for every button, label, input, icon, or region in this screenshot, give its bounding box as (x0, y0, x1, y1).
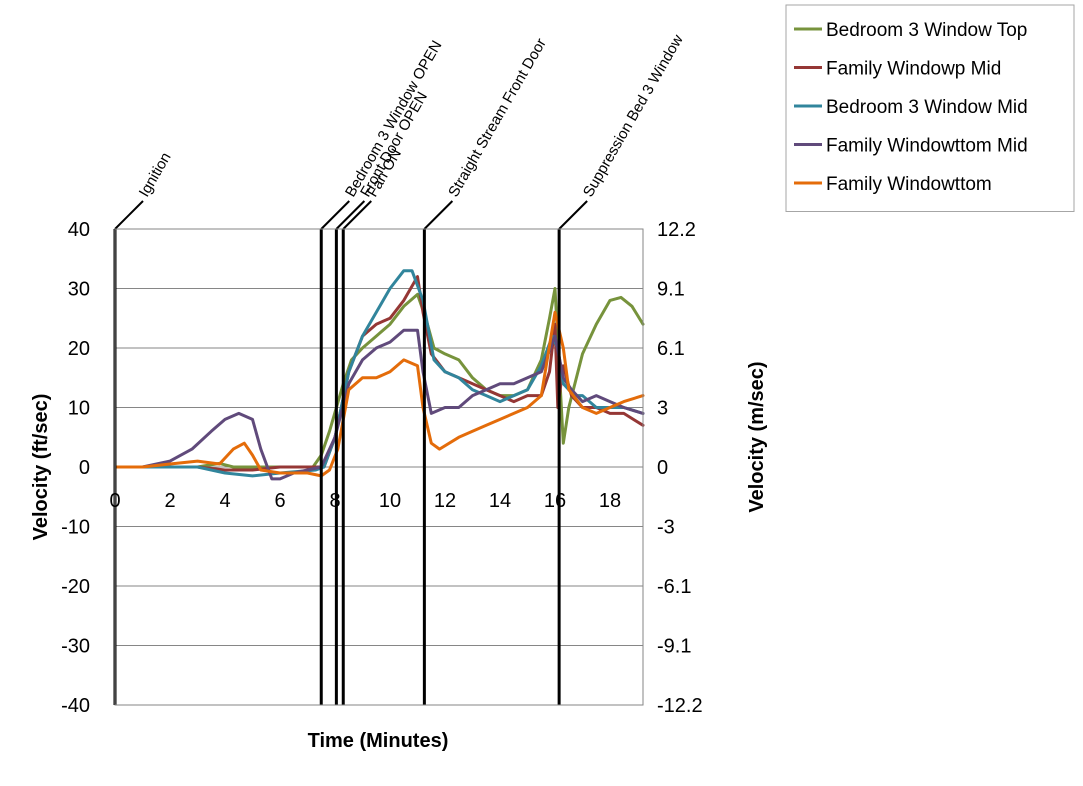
x-tick-label: 12 (434, 490, 456, 512)
y2-tick-label: 12.2 (657, 219, 696, 241)
x-tick-label: 8 (329, 490, 340, 512)
event-leader (335, 200, 366, 230)
y-tick-label: -40 (61, 695, 90, 717)
event-label: Bedroom 3 Window OPEN (342, 38, 446, 200)
y-tick-label: -30 (61, 636, 90, 658)
x-tick-label: 6 (274, 490, 285, 512)
legend-entry: Bedroom 3 Window Mid (826, 97, 1028, 118)
x-tick-label: 0 (109, 490, 120, 512)
y2-tick-label: -12.2 (657, 695, 703, 717)
plot-area-frame (114, 228, 644, 706)
x-tick-label: 14 (489, 490, 511, 512)
event-leader (558, 200, 588, 230)
x-tick-label: 10 (379, 490, 401, 512)
y2-tick-label: -3 (657, 517, 675, 539)
y-tick-label: -10 (61, 517, 90, 539)
y-axis-title: Velocity (ft/sec) (30, 394, 52, 541)
y-tick-label: 30 (68, 279, 90, 301)
x-tick-label: 4 (219, 490, 230, 512)
event-label: Suppression Bed 3 Window (580, 32, 687, 200)
y-tick-label: 0 (79, 457, 90, 479)
y-tick-label: 40 (68, 219, 90, 241)
legend-entry: Family Windowp Mid (826, 59, 1001, 80)
legend-entry: Family Windowttom (826, 174, 992, 195)
y-tick-label: -20 (61, 576, 90, 598)
y2-tick-label: 9.1 (657, 279, 685, 301)
y2-tick-label: -6.1 (657, 576, 691, 598)
x-tick-label: 16 (544, 490, 566, 512)
right-axis-ticks: 12.2 9.1 6.1 3 0 -3 -6.1 -9.1 -12.2 (657, 219, 703, 717)
y-tick-label: 10 (68, 398, 90, 420)
event-leader (114, 200, 144, 230)
y2-tick-label: 0 (657, 457, 668, 479)
y2-axis-title: Velocity (m/sec) (746, 361, 768, 512)
legend: Bedroom 3 Window Top Family Windowp Mid Be… (785, 4, 1075, 212)
legend-entry: Family Windowttom Mid (826, 136, 1028, 157)
x-tick-label: 2 (164, 490, 175, 512)
event-label: Ignition (136, 150, 175, 200)
event-leader (342, 200, 372, 230)
y-tick-label: 20 (68, 338, 90, 360)
x-tick-label: 18 (599, 490, 621, 512)
y2-tick-label: 6.1 (657, 338, 685, 360)
series-layer (113, 269, 645, 481)
legend-entry: Bedroom 3 Window Top (826, 20, 1027, 41)
x-axis-ticks: 0 2 4 6 8 10 12 14 16 18 (109, 490, 621, 512)
y2-tick-label: -9.1 (657, 636, 691, 658)
left-axis-ticks: 40 30 20 10 0 -10 -20 -30 -40 (61, 219, 90, 717)
legend-box (785, 4, 1075, 212)
x-axis-title: Time (Minutes) (308, 730, 449, 752)
y2-tick-label: 3 (657, 398, 668, 420)
event-leader (423, 200, 454, 230)
series-line-4 (113, 310, 645, 478)
event-leader (320, 200, 350, 230)
event-label: Straight Stream Front Door (445, 36, 550, 200)
